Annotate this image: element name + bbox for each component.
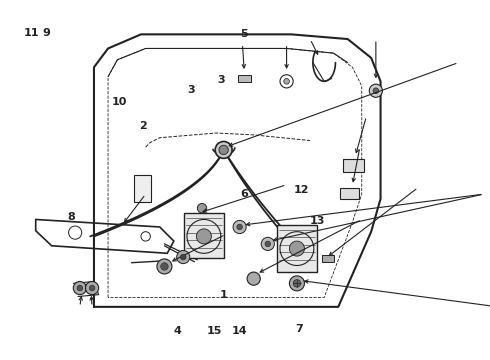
Circle shape	[290, 276, 304, 291]
Circle shape	[157, 259, 172, 274]
Text: 5: 5	[240, 29, 248, 39]
Circle shape	[233, 220, 246, 234]
Circle shape	[215, 141, 232, 158]
Text: 3: 3	[217, 75, 225, 85]
Text: 4: 4	[173, 325, 181, 336]
Text: 10: 10	[112, 97, 127, 107]
Text: 15: 15	[206, 325, 222, 336]
Text: 3: 3	[187, 85, 195, 95]
Text: 14: 14	[232, 325, 247, 336]
Circle shape	[265, 241, 270, 247]
Circle shape	[74, 282, 86, 294]
Text: 9: 9	[42, 28, 50, 38]
Text: 6: 6	[240, 189, 248, 198]
Circle shape	[237, 224, 243, 230]
Circle shape	[293, 280, 301, 287]
Bar	[277, 225, 317, 272]
Circle shape	[196, 229, 211, 244]
Text: 7: 7	[295, 324, 303, 334]
Circle shape	[180, 254, 186, 260]
Text: 11: 11	[24, 28, 39, 38]
Circle shape	[86, 282, 98, 294]
Bar	[184, 213, 223, 258]
Text: 8: 8	[68, 212, 75, 222]
Bar	[322, 255, 334, 262]
Bar	[340, 188, 359, 199]
Circle shape	[373, 88, 379, 94]
Circle shape	[261, 237, 274, 251]
Circle shape	[177, 251, 190, 264]
Text: 2: 2	[139, 121, 147, 131]
Circle shape	[197, 203, 207, 213]
Circle shape	[247, 272, 260, 285]
Circle shape	[161, 263, 168, 270]
Circle shape	[284, 78, 290, 84]
Circle shape	[369, 84, 382, 97]
Bar	[238, 75, 251, 82]
Circle shape	[219, 145, 228, 155]
Text: 1: 1	[220, 290, 227, 300]
Circle shape	[77, 285, 83, 291]
Circle shape	[89, 285, 95, 291]
Text: 13: 13	[310, 216, 325, 226]
Circle shape	[290, 241, 304, 256]
Bar	[134, 175, 151, 202]
Text: 12: 12	[294, 185, 309, 195]
Bar	[343, 159, 364, 172]
